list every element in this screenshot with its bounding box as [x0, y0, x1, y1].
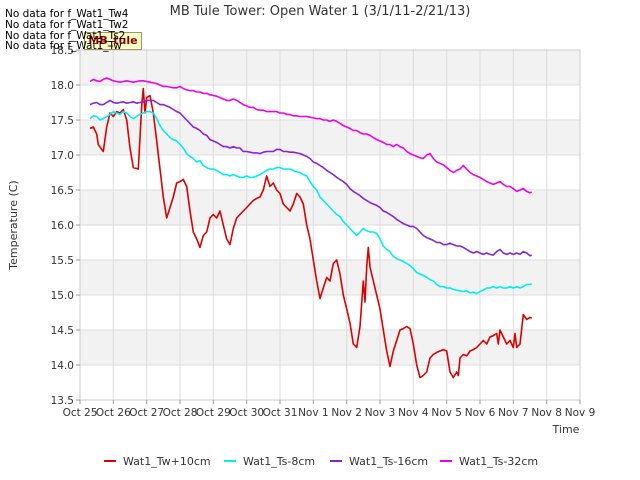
x-tick-label: Nov 8: [531, 407, 562, 419]
series-line-wat1-ts-32cm: [89, 77, 533, 194]
x-tick-label: Oct 28: [163, 407, 198, 419]
x-tick-label: Nov 6: [465, 407, 496, 419]
x-tick-label: Oct 31: [263, 407, 298, 419]
x-tick-label: Nov 4: [398, 407, 429, 419]
y-tick-label: 15.5: [51, 255, 74, 267]
x-tick-label: Nov 1: [298, 407, 329, 419]
y-tick-label: 13.5: [51, 395, 74, 407]
x-tick-label: Nov 3: [365, 407, 396, 419]
background-band: [80, 330, 580, 365]
x-tick-label: Nov 9: [565, 407, 596, 419]
y-tick-label: 16.0: [51, 220, 74, 232]
y-axis-label: Temperature (C): [7, 180, 20, 270]
y-tick-label: 17.5: [51, 115, 74, 127]
x-tick-label: Nov 7: [498, 407, 529, 419]
series-line-wat1-ts-8cm: [89, 110, 533, 295]
series-line-wat1-ts-16cm: [89, 99, 533, 257]
y-tick-label: 17.0: [51, 150, 74, 162]
no-data-note: No data for f_Wat1_Tw: [5, 40, 122, 52]
x-tick-label: Nov 5: [431, 407, 462, 419]
y-tick-label: 14.5: [51, 325, 74, 337]
no-data-note: No data for f_Wat1_Tw2: [5, 19, 129, 31]
x-axis-label: Time: [552, 423, 580, 436]
x-tick-label: Oct 29: [196, 407, 231, 419]
legend-label: Wat1_Tw+10cm: [123, 455, 211, 468]
y-tick-label: 14.0: [51, 360, 74, 372]
y-tick-label: 15.0: [51, 290, 74, 302]
y-tick-label: 16.5: [51, 185, 74, 197]
legend-label: Wat1_Ts-16cm: [349, 455, 428, 468]
chart-title: MB Tule Tower: Open Water 1 (3/1/11-2/21…: [170, 4, 471, 19]
background-band: [80, 120, 580, 155]
y-tick-label: 18.0: [51, 80, 74, 92]
grid-lines: [79, 49, 581, 401]
y-axis-ticks: 13.5 14.0 14.5 15.0 15.5 16.0 16.5 17.0 17.5 18.0…: [51, 45, 80, 407]
x-tick-label: Oct 27: [129, 407, 164, 419]
y-tick-label: 18.5: [51, 45, 74, 57]
legend: Wat1_Tw+10cm Wat1_Ts-8cm Wat1_Ts-16cm Wat1_…: [104, 455, 538, 468]
legend-label: Wat1_Ts-8cm: [243, 455, 315, 468]
legend-label: Wat1_Ts-32cm: [459, 455, 538, 468]
site-badge: MB_tule: [84, 32, 142, 50]
series-lines: [89, 77, 533, 379]
x-tick-label: Oct 26: [96, 407, 131, 419]
series-line-wat1-tw-10cm: [89, 87, 533, 379]
x-tick-label: Oct 30: [229, 407, 264, 419]
background-band: [80, 50, 580, 85]
x-tick-label: Oct 25: [63, 407, 98, 419]
no-data-note: No data for f_Wat1_Tw4: [5, 8, 129, 20]
no-data-note: No data for f_Wat1_Ts2: [5, 30, 126, 42]
x-tick-label: Nov 2: [331, 407, 362, 419]
